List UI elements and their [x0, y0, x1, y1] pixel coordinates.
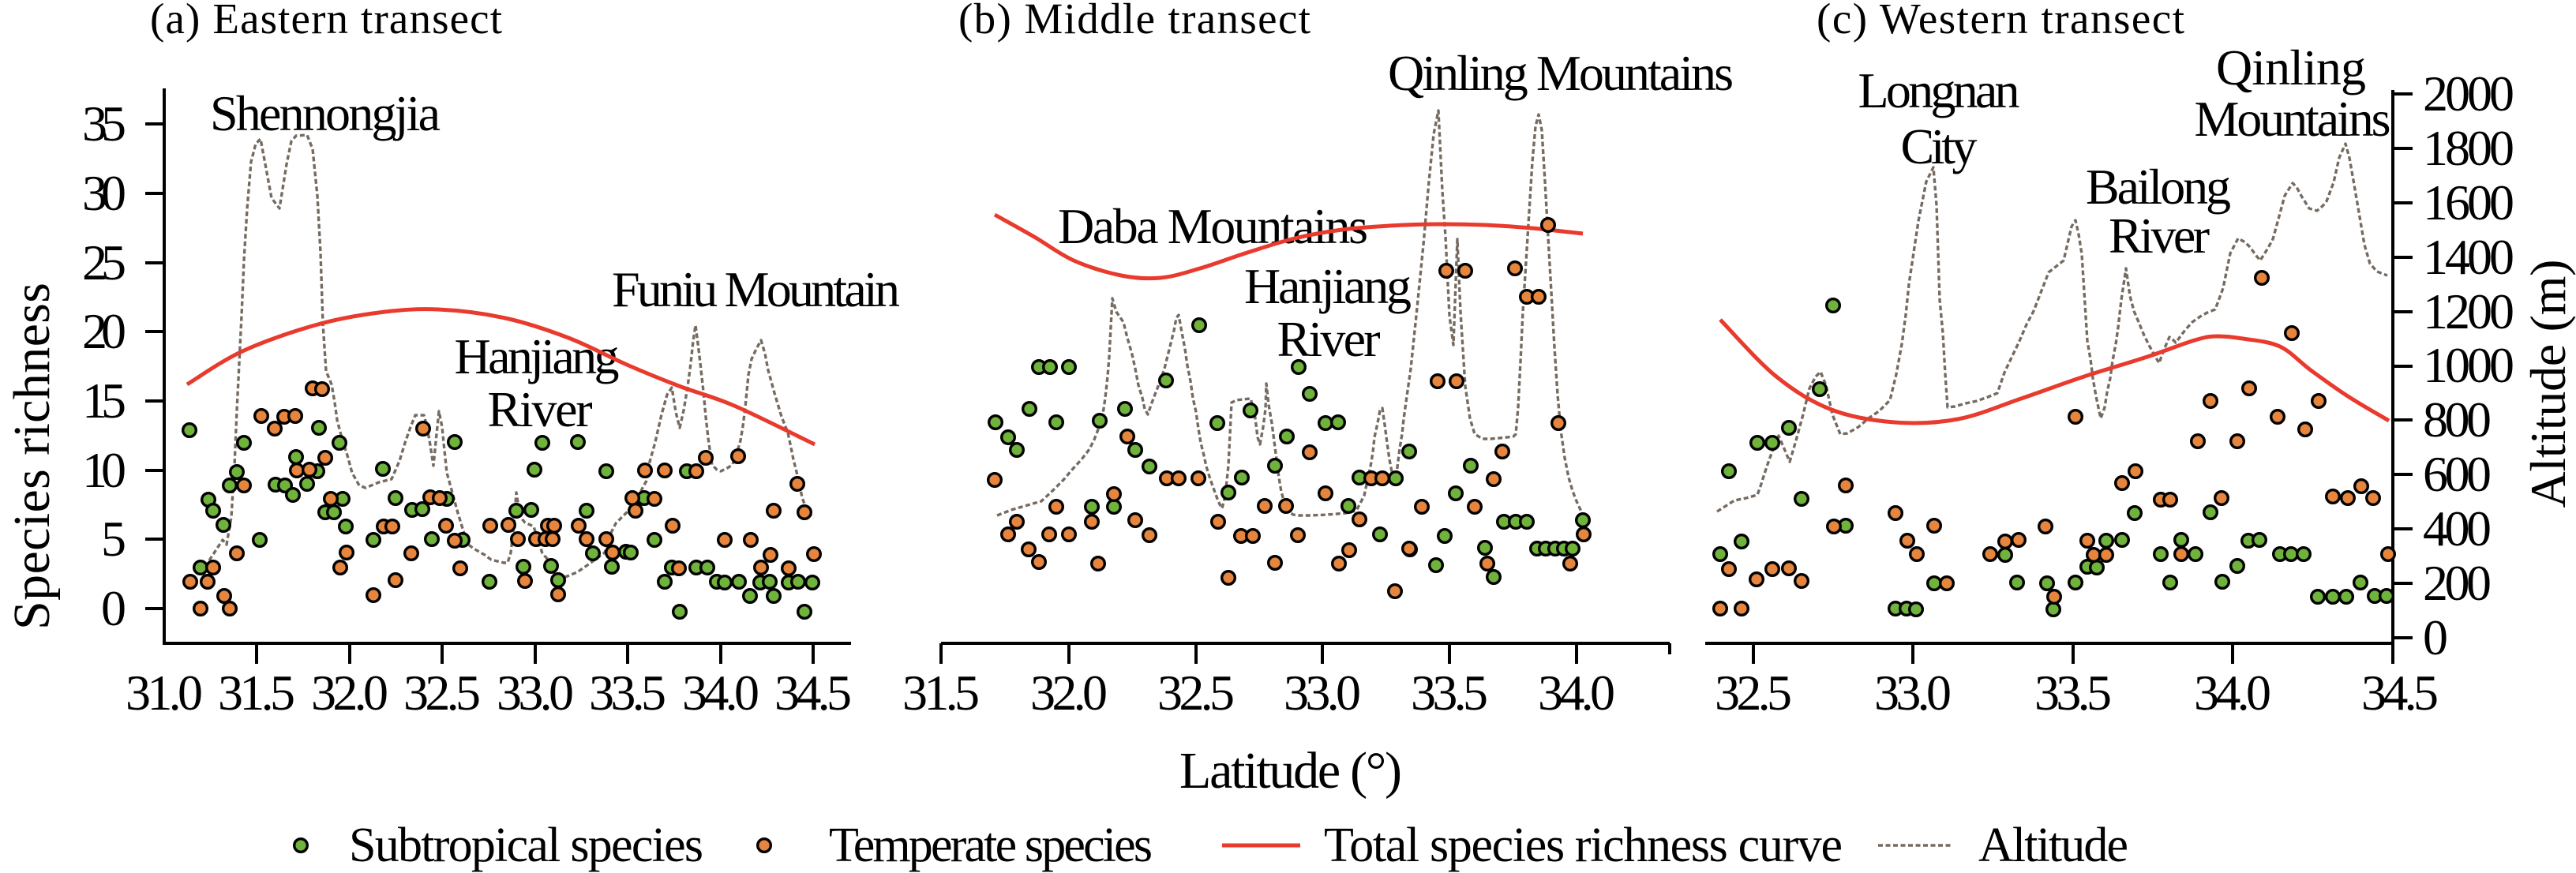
svg-text:32.5: 32.5 [403, 665, 481, 721]
svg-text:Hanjiang: Hanjiang [1244, 258, 1412, 314]
svg-text:Hanjiang: Hanjiang [455, 328, 620, 384]
svg-text:34.5: 34.5 [774, 665, 852, 721]
svg-text:33.5: 33.5 [2034, 665, 2112, 721]
svg-text:10: 10 [82, 442, 126, 498]
svg-text:1000: 1000 [2423, 337, 2514, 393]
svg-text:33.0: 33.0 [1284, 665, 1361, 721]
svg-text:15: 15 [82, 373, 126, 429]
svg-text:Latitude (°): Latitude (°) [1179, 742, 1402, 800]
svg-text:31.5: 31.5 [218, 665, 295, 721]
svg-text:32.0: 32.0 [311, 665, 388, 721]
svg-text:Altitude (m): Altitude (m) [2520, 260, 2576, 508]
svg-text:(b) Middle transect: (b) Middle transect [958, 0, 1310, 43]
svg-text:River: River [1277, 311, 1381, 367]
svg-text:400: 400 [2423, 500, 2492, 556]
svg-text:35: 35 [82, 96, 126, 152]
svg-text:33.0: 33.0 [497, 665, 574, 721]
svg-text:5: 5 [101, 511, 126, 567]
svg-text:Daba Mountains: Daba Mountains [1058, 198, 1368, 254]
svg-text:Mountains: Mountains [2195, 91, 2391, 147]
svg-text:Qinling: Qinling [2216, 39, 2366, 96]
svg-text:34.0: 34.0 [682, 665, 759, 721]
svg-text:Qinling Mountains: Qinling Mountains [1388, 45, 1734, 101]
svg-text:200: 200 [2423, 555, 2492, 611]
svg-text:0: 0 [101, 580, 126, 636]
svg-text:2000: 2000 [2423, 66, 2514, 122]
svg-text:Temperate species: Temperate species [829, 819, 1153, 872]
svg-text:34.0: 34.0 [2194, 665, 2271, 721]
svg-text:Total species richness curve: Total species richness curve [1324, 819, 1843, 872]
svg-text:Longnan: Longnan [1858, 62, 2020, 118]
svg-text:(a) Eastern transect: (a) Eastern transect [150, 0, 502, 43]
svg-text:32.5: 32.5 [1715, 665, 1792, 721]
svg-text:Altitude: Altitude [1978, 819, 2128, 872]
svg-text:800: 800 [2423, 392, 2492, 448]
svg-text:30: 30 [82, 165, 126, 221]
svg-text:0: 0 [2423, 609, 2448, 665]
svg-text:33.0: 33.0 [1874, 665, 1952, 721]
svg-text:Funiu Mountain: Funiu Mountain [612, 261, 900, 317]
svg-text:33.5: 33.5 [1411, 665, 1488, 721]
svg-text:City: City [1901, 118, 1978, 174]
svg-text:34.0: 34.0 [1538, 665, 1615, 721]
svg-text:32.5: 32.5 [1157, 665, 1235, 721]
svg-text:Shennongjia: Shennongjia [210, 85, 441, 141]
svg-text:River: River [488, 381, 593, 437]
svg-text:1400: 1400 [2423, 229, 2514, 285]
svg-text:1600: 1600 [2423, 174, 2514, 230]
svg-text:River: River [2109, 208, 2210, 264]
svg-text:1200: 1200 [2423, 283, 2514, 339]
svg-text:32.0: 32.0 [1030, 665, 1108, 721]
svg-text:33.5: 33.5 [589, 665, 666, 721]
svg-text:34.5: 34.5 [2361, 665, 2439, 721]
svg-text:Bailong: Bailong [2086, 159, 2231, 215]
svg-text:Species richness: Species richness [3, 283, 61, 630]
svg-text:600: 600 [2423, 446, 2492, 502]
svg-text:31.5: 31.5 [902, 665, 980, 721]
svg-text:31.0: 31.0 [126, 665, 203, 721]
svg-text:1800: 1800 [2423, 120, 2514, 176]
svg-text:25: 25 [82, 234, 126, 290]
svg-text:(c) Western transect: (c) Western transect [1817, 0, 2184, 43]
svg-text:20: 20 [82, 303, 126, 359]
svg-text:Subtropical species: Subtropical species [349, 819, 703, 872]
